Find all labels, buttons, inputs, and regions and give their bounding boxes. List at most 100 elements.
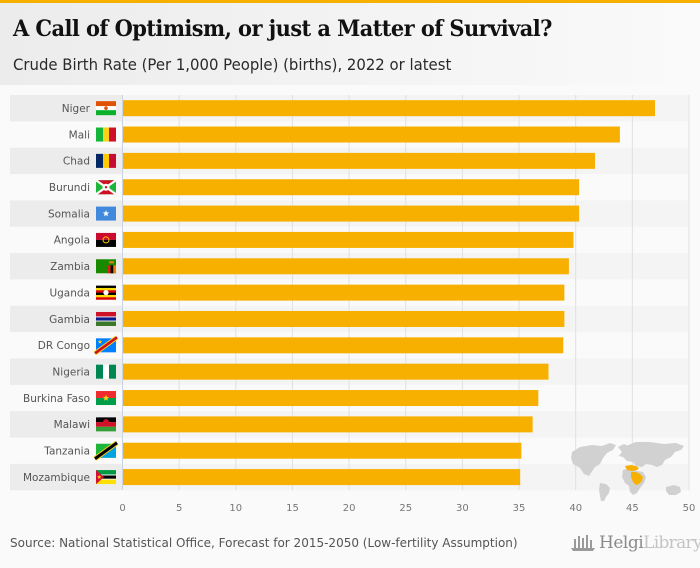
flag-part (96, 317, 116, 321)
category-label: Somalia (48, 208, 90, 220)
flag-part (110, 265, 114, 274)
flag-part (96, 294, 116, 298)
mali-flag-icon (96, 127, 116, 142)
flag-part (96, 475, 116, 479)
helgilibrary-logo[interactable]: Helgi Library. (570, 531, 700, 555)
zambia-flag-icon (96, 259, 116, 274)
flag-part (96, 287, 116, 291)
bar (123, 416, 533, 433)
category-label: Chad (63, 156, 90, 168)
malawi-flag-icon (96, 417, 116, 432)
flag-part (96, 321, 116, 326)
bar (123, 258, 569, 275)
category-label: Burkina Faso (23, 393, 90, 405)
flag-part (113, 265, 116, 274)
world-map-icon (571, 442, 684, 501)
bar (123, 390, 539, 407)
bar (123, 284, 565, 301)
x-tick-label: 50 (683, 503, 696, 514)
bar (123, 442, 522, 459)
source-note: Source: National Statistical Office, For… (10, 535, 518, 550)
category-label: Malawi (54, 419, 90, 431)
flag-part (96, 364, 103, 379)
category-labels: Niger Mali Chad Burundi Somalia Angola Zambia U… (23, 103, 91, 484)
flag-part (103, 153, 109, 168)
x-tick-label: 25 (399, 503, 412, 514)
flag-part (96, 110, 116, 116)
x-tick-label: 20 (343, 503, 356, 514)
bar (123, 310, 565, 327)
flag-part (103, 364, 109, 379)
category-label: Niger (62, 103, 91, 115)
bar (123, 363, 549, 380)
flag-part (109, 127, 116, 142)
logo-text-secondary: Library. (643, 533, 700, 553)
flag-part (96, 398, 116, 406)
niger-flag-icon (96, 101, 116, 116)
flag-part (97, 474, 102, 479)
x-tick-label: 5 (176, 503, 182, 514)
x-tick-label: 30 (456, 503, 469, 514)
flag-part (102, 394, 110, 401)
gambia-flag-icon (96, 311, 116, 326)
flag-part (96, 479, 116, 485)
flag-part (96, 297, 116, 300)
flag-part (108, 265, 111, 274)
category-label: Mali (69, 129, 90, 141)
flag-part (94, 441, 118, 460)
category-label: Nigeria (52, 366, 90, 378)
logo-mark-icon (571, 535, 595, 551)
burkina-faso-flag-icon (96, 391, 116, 406)
x-tick-label: 45 (626, 503, 639, 514)
mozambique-flag-icon (96, 470, 116, 485)
flag-part (96, 153, 103, 168)
tanzania-flag-icon (93, 440, 119, 461)
angola-flag-icon (96, 232, 116, 247)
category-label: Zambia (50, 261, 90, 273)
bar (123, 337, 564, 354)
flag-part (109, 153, 116, 168)
flag-part (104, 106, 108, 110)
flag-part (104, 186, 108, 189)
bar (123, 126, 620, 143)
category-label: DR Congo (38, 340, 90, 352)
x-tick-label: 0 (119, 503, 125, 514)
category-label: Gambia (49, 314, 90, 326)
chart-subtitle: Crude Birth Rate (Per 1,000 People) (bir… (13, 55, 452, 74)
category-label: Angola (54, 235, 90, 247)
flag-part (103, 127, 109, 142)
logo-text-primary: Helgi (599, 533, 644, 553)
x-tick-label: 35 (513, 503, 526, 514)
uganda-flag-icon (96, 285, 116, 300)
bar (123, 179, 580, 196)
bar (123, 205, 580, 222)
flag-part (94, 336, 118, 355)
flag-part (102, 236, 110, 244)
flags (93, 101, 119, 485)
flag-part (102, 210, 110, 217)
somalia-flag-icon (96, 206, 116, 221)
bar (123, 231, 574, 248)
dr-congo-flag-icon (93, 335, 119, 356)
category-label: Burundi (49, 182, 90, 194)
category-label: Tanzania (43, 446, 90, 458)
flag-part (109, 261, 114, 264)
chad-flag-icon (96, 153, 116, 168)
flag-part (96, 127, 103, 142)
chart-header: A Call of Optimism, or just a Matter of … (0, 3, 700, 85)
bar (123, 152, 595, 169)
flag-part (96, 470, 116, 475)
flag-part (109, 364, 116, 379)
nigeria-flag-icon (96, 364, 116, 379)
x-tick-label: 40 (569, 503, 582, 514)
bars (123, 100, 656, 486)
category-label: Mozambique (23, 472, 90, 484)
flag-part (103, 419, 109, 426)
burundi-flag-icon (95, 179, 117, 196)
flag-part (96, 391, 116, 399)
flag-part (96, 426, 116, 432)
top-accent-bar (0, 0, 700, 3)
flag-part (96, 101, 116, 107)
flag-part (97, 339, 103, 344)
